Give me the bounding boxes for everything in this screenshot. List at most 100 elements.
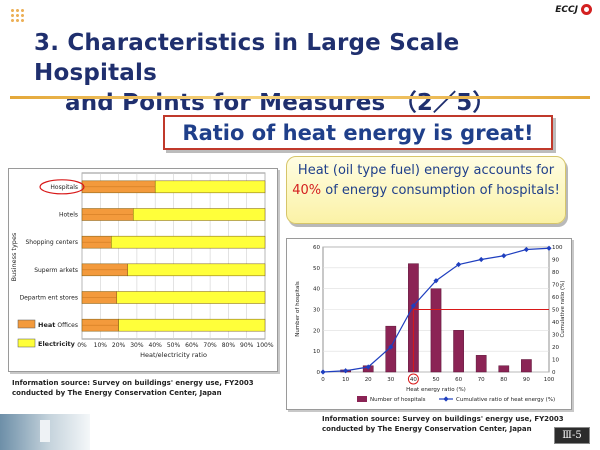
- right-tick-label: 60: [552, 295, 559, 301]
- y-axis-label: Business types: [10, 232, 18, 281]
- hospital-count-bar: [498, 365, 510, 373]
- x-tick-label: 0%: [77, 342, 87, 349]
- electricity-bar: [116, 291, 266, 304]
- cumulative-ratio-point: [546, 245, 552, 251]
- category-label: Shopping centers: [25, 239, 78, 246]
- left-axis-label: Number of hospitals: [295, 281, 301, 337]
- title-line-2: and Points for Measures （2／5）: [65, 90, 496, 116]
- headline-box: Ratio of heat energy is great!: [163, 115, 553, 150]
- left-tick-label: 30: [313, 308, 320, 314]
- left-tick-label: 10: [313, 349, 320, 355]
- left-tick-label: 60: [313, 245, 320, 251]
- x-tick-label: 40%: [149, 342, 163, 349]
- x-tick-label: 80: [500, 377, 507, 383]
- x-tick-label: 20%: [112, 342, 126, 349]
- legend-swatch: [357, 396, 367, 402]
- x-tick-label: 50: [433, 377, 440, 383]
- right-tick-label: 0: [552, 370, 556, 376]
- electricity-bar: [154, 180, 266, 194]
- corner-dots-decoration: [10, 8, 26, 24]
- hospital-count-bar: [453, 330, 464, 373]
- legend-label: Cumulative ratio of heat energy (%): [456, 397, 555, 403]
- right-tick-label: 90: [552, 258, 559, 264]
- x-tick-label: 20: [365, 377, 372, 383]
- hospital-distribution-chart-panel: 0 10 20 30 40 50 60 0 10 20 30 40 50 60 70 80 90 100 0 10 20…: [286, 238, 572, 410]
- electricity-bar: [132, 208, 266, 221]
- left-tick-label: 50: [313, 266, 320, 272]
- x-tick-label: 30: [387, 377, 394, 383]
- left-tick-label: 40: [313, 287, 320, 293]
- highlight-ellipse: [39, 179, 85, 195]
- category-label: Offices: [57, 322, 78, 329]
- hospital-count-bar: [475, 355, 487, 373]
- cumulative-ratio-point: [478, 256, 484, 263]
- cumulative-ratio-point: [365, 364, 371, 370]
- callout-percent: 40%: [292, 183, 322, 198]
- title-line-1: 3. Characteristics in Large Scale Hospit…: [34, 30, 460, 86]
- legend-swatch: [17, 319, 36, 329]
- cumulative-ratio-point: [456, 261, 462, 268]
- x-axis-label: Heat/electricity ratio: [140, 351, 207, 359]
- x-tick-label: 10: [342, 377, 349, 383]
- right-tick-label: 50: [552, 308, 559, 314]
- callout-text-1: Heat (oil type fuel) energy accounts for: [297, 163, 555, 178]
- x-tick-label: 100: [544, 377, 555, 383]
- left-tick-label: 0: [317, 370, 321, 376]
- right-tick-label: 10: [552, 358, 559, 364]
- hospital-photo-decoration: [0, 414, 90, 450]
- x-tick-label: 0: [321, 377, 325, 383]
- eccj-logo: ECCJ: [555, 4, 592, 15]
- x-tick-label: 70: [478, 377, 485, 383]
- slide-title: 3. Characteristics in Large Scale Hospit…: [34, 28, 574, 118]
- hospital-count-bar: [430, 288, 442, 373]
- x-tick-label: 80%: [222, 342, 236, 349]
- right-tick-label: 70: [552, 283, 559, 289]
- right-tick-label: 20: [552, 345, 559, 351]
- category-label: Hospitals: [50, 184, 78, 191]
- x-tick-label: 10%: [94, 342, 108, 349]
- x-tick-label: 90: [523, 377, 530, 383]
- cumulative-ratio-point: [388, 344, 394, 350]
- right-tick-label: 80: [552, 270, 559, 276]
- right-tick-label: 100: [552, 245, 563, 251]
- logo-text: ECCJ: [555, 4, 578, 15]
- legend-marker: [443, 396, 449, 402]
- electricity-bar: [127, 263, 266, 277]
- x-tick-label: 50%: [167, 342, 181, 349]
- cumulative-ratio-point: [320, 369, 326, 375]
- x-tick-label: 90%: [240, 342, 254, 349]
- cumulative-ratio-point: [523, 246, 529, 253]
- legend-label: Electricity: [38, 340, 76, 348]
- x-tick-label: 40: [410, 377, 417, 383]
- left-tick-label: 20: [313, 328, 320, 334]
- logo-mark-icon: [581, 4, 592, 15]
- legend-label: Number of hospitals: [370, 397, 426, 403]
- right-chart-source: Information source: Survey on buildings'…: [322, 415, 564, 433]
- cumulative-ratio-point: [433, 278, 439, 284]
- x-axis-label: Heat energy ratio (%): [406, 387, 466, 393]
- x-tick-label: 60: [455, 377, 462, 383]
- category-label: Hotels: [59, 212, 78, 219]
- highlight-circle: [407, 373, 419, 385]
- cumulative-ratio-point: [343, 368, 349, 374]
- legend-label: Heat: [38, 321, 55, 329]
- callout-text-2: of energy consumption of hospitals!: [321, 183, 560, 198]
- x-tick-label: 30%: [130, 342, 144, 349]
- cumulative-ratio-point: [410, 303, 416, 309]
- hospital-count-bar: [521, 359, 532, 373]
- right-tick-label: 40: [552, 320, 559, 326]
- x-tick-label: 100%: [256, 342, 273, 349]
- right-tick-label: 30: [552, 333, 559, 339]
- page-number-badge: Ⅲ-5: [554, 427, 590, 444]
- electricity-bar: [118, 318, 266, 332]
- electricity-bar: [111, 235, 266, 249]
- title-divider: [10, 96, 590, 99]
- x-tick-label: 70%: [203, 342, 217, 349]
- category-label: Superm arkets: [34, 267, 78, 274]
- category-label: Departm ent stores: [20, 295, 78, 302]
- left-chart-source: Information source: Survey on buildings'…: [12, 379, 254, 397]
- legend-swatch: [17, 338, 36, 348]
- right-axis-label: Cumulative ratio (%): [560, 280, 566, 337]
- heat-ratio-chart: 0% 10% 20% 30% 40% 50% 60% 70% 80% 90% 100% Hospita…: [10, 172, 274, 359]
